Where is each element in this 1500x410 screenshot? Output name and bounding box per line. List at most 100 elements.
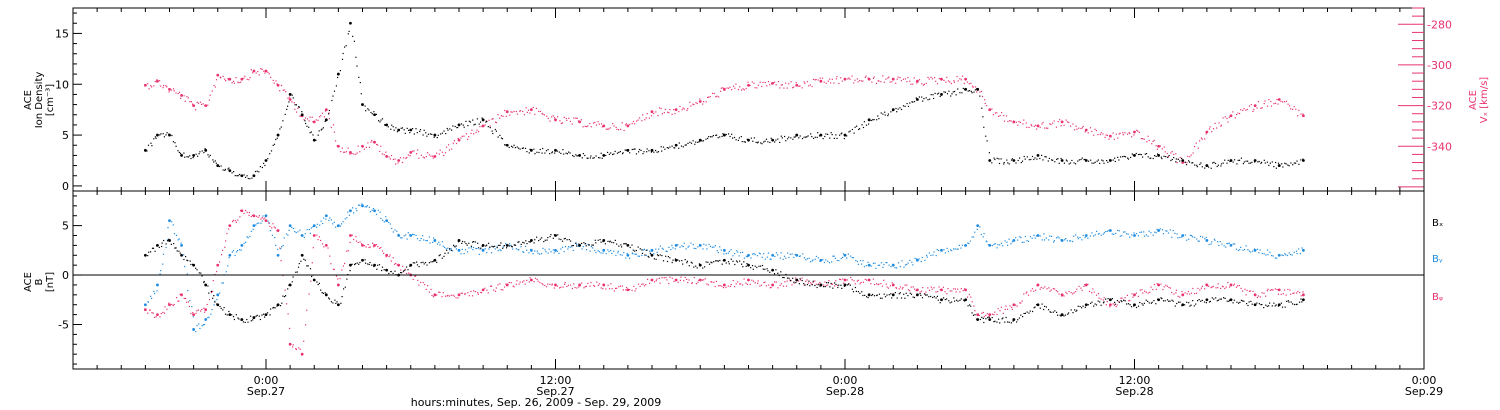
bx-series-point [361, 258, 364, 262]
bx-series-sample [356, 262, 358, 264]
velocity-series-sample [715, 96, 717, 98]
velocity-series-sample [731, 89, 733, 91]
bx-series-sample [756, 266, 758, 269]
bx-series-sample [898, 293, 900, 295]
bx-series-sample [861, 291, 863, 293]
bz-series-sample [581, 282, 583, 284]
bx-series-sample [951, 301, 953, 303]
bz-series-sample [1020, 302, 1022, 304]
by-series-sample [756, 255, 759, 257]
bz-series-sample [677, 281, 679, 283]
velocity-series-sample [762, 81, 764, 83]
velocity-series-sample [804, 82, 806, 84]
density-series-sample [344, 46, 346, 48]
by-series-sample [520, 246, 522, 248]
velocity-series-point [433, 155, 437, 158]
density-series-sample [1068, 163, 1070, 165]
bx-series-sample [631, 244, 633, 246]
by-series-sample [438, 241, 440, 243]
bx-series-sample [1072, 312, 1074, 314]
density-series-sample [403, 129, 405, 131]
by-series-sample [785, 257, 787, 259]
density-series-sample [851, 128, 853, 131]
density-series-sample [558, 151, 560, 153]
density-series-sample [831, 134, 833, 136]
density-series-sample [582, 153, 584, 155]
velocity-series-sample [607, 128, 609, 130]
velocity-series-sample [1010, 120, 1012, 122]
bx-series-sample [381, 266, 384, 268]
by-series-sample [1218, 244, 1220, 246]
by-series-sample [806, 258, 808, 260]
bx-series-sample [1076, 309, 1078, 311]
density-series-sample [792, 138, 794, 140]
density-series-sample [368, 109, 370, 111]
density-series-sample [514, 147, 516, 149]
by-series-sample [234, 254, 236, 257]
bx-series-sample [1127, 303, 1130, 305]
bx-series-sample [1070, 309, 1072, 311]
density-series-sample [187, 156, 189, 158]
density-series-sample [390, 128, 392, 130]
bx-series-sample [285, 295, 287, 297]
bz-series-sample [1246, 289, 1248, 292]
by-series-sample [958, 244, 960, 246]
bz-series-sample [166, 308, 168, 310]
by-series-sample [1024, 235, 1026, 238]
velocity-series-sample [500, 115, 502, 117]
bx-series-sample [224, 313, 227, 315]
velocity-series-sample [1049, 123, 1051, 125]
velocity-series-sample [1118, 133, 1120, 135]
by-series-sample [475, 247, 477, 250]
by-series-sample [1041, 239, 1043, 241]
density-series-sample [337, 76, 339, 79]
bottom-left-axis-title-line-2: B [34, 278, 45, 285]
velocity-series-sample [1153, 139, 1155, 141]
velocity-series-sample [394, 158, 396, 160]
density-series-sample [154, 136, 156, 138]
velocity-series-point [940, 77, 943, 81]
density-series-sample [592, 157, 594, 159]
bz-series-sample [691, 282, 693, 284]
bz-series-sample [243, 212, 245, 215]
bz-series-sample [942, 286, 944, 288]
bx-series-sample [956, 299, 958, 301]
by-series-sample [1176, 233, 1178, 235]
velocity-series-sample [1187, 155, 1189, 157]
density-series-sample [814, 136, 816, 138]
density-series-sample [735, 139, 737, 141]
by-series-sample [203, 324, 206, 326]
bz-series-sample [222, 249, 224, 251]
x-tick-label-date: Sep.27 [247, 385, 285, 398]
density-series-sample [1275, 161, 1277, 164]
density-series-sample [656, 151, 658, 153]
by-series-sample [815, 255, 817, 257]
density-series-sample [1045, 156, 1047, 158]
velocity-series-sample [1163, 146, 1165, 148]
by-series-point [674, 243, 678, 247]
bx-series-sample [702, 267, 704, 269]
bx-series-sample [1273, 302, 1275, 304]
density-series-sample [317, 134, 319, 136]
bz-series-sample [1065, 291, 1067, 293]
bx-series-sample [708, 263, 711, 265]
velocity-series-point [204, 104, 208, 107]
velocity-series-sample [371, 139, 373, 142]
bx-series-sample [972, 314, 975, 316]
bz-series-sample [742, 284, 744, 286]
bz-series-sample [1212, 285, 1214, 287]
velocity-series-sample [1068, 121, 1070, 123]
density-series-sample [166, 132, 168, 134]
density-series-point [722, 133, 726, 137]
by-series-sample [649, 250, 651, 252]
density-series-sample [183, 152, 185, 154]
bz-series-sample [611, 288, 613, 290]
bx-series-sample [1114, 301, 1116, 303]
bx-series-sample [773, 273, 776, 275]
by-series-point [288, 224, 292, 228]
bx-series-sample [1052, 311, 1054, 313]
bx-series-point [252, 316, 256, 319]
bz-series-sample [927, 287, 929, 289]
density-series-sample [1057, 158, 1059, 160]
by-series-sample [1070, 240, 1072, 242]
